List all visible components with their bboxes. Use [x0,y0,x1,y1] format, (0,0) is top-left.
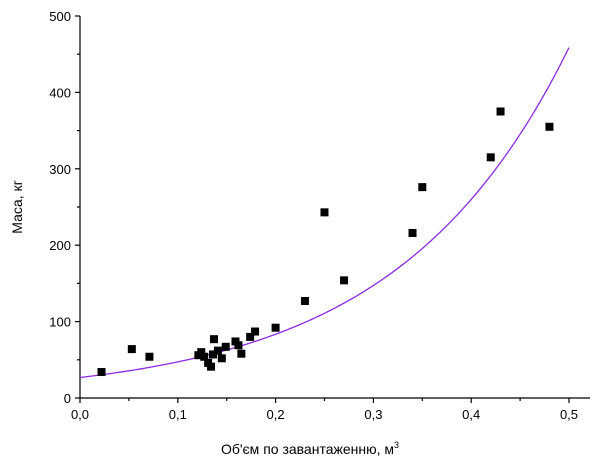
x-tick-label: 0,3 [364,407,382,422]
y-ticks: 0 100 200 300 400 500 [49,9,80,406]
data-point [300,296,309,305]
data-point [209,335,218,344]
y-tick-label: 400 [49,85,71,100]
data-points [97,107,554,377]
data-point [486,153,495,162]
y-tick-label: 300 [49,162,71,177]
data-point [221,342,230,351]
data-point [234,341,243,350]
data-point [418,183,427,192]
x-tick-label: 0,1 [169,407,187,422]
x-axis-title-superscript: 3 [394,440,399,450]
data-point [97,368,106,377]
data-point [340,276,349,285]
axes [79,16,590,399]
x-axis-title-text: Об'єм по завантаженню, м [221,441,394,457]
data-point [545,122,554,131]
data-point [246,332,255,341]
data-point [200,352,209,361]
y-tick-label: 200 [49,238,71,253]
x-tick-label: 0,5 [560,407,578,422]
data-point [320,208,329,217]
data-point [496,107,505,116]
x-axis-title: Об'єм по завантаженню, м3 [221,440,399,457]
data-point [237,349,246,358]
data-point [207,362,216,371]
data-point [271,323,280,332]
y-axis-title: Маса, кг [9,180,25,233]
y-tick-label: 100 [49,315,71,330]
data-point [145,352,154,361]
x-tick-label: 0,4 [462,407,480,422]
x-tick-label: 0,2 [267,407,285,422]
data-point [251,327,260,336]
y-tick-label: 0 [64,391,71,406]
data-point [217,354,226,363]
data-point [127,345,136,354]
fit-curve [79,47,570,379]
data-point [213,346,222,355]
data-point [408,228,417,237]
data-point [197,348,206,357]
x-ticks: 0,0 0,1 0,2 0,3 0,4 0,5 [71,398,578,422]
x-tick-label: 0,0 [71,407,89,422]
data-point [209,350,218,359]
y-tick-label: 500 [49,9,71,24]
